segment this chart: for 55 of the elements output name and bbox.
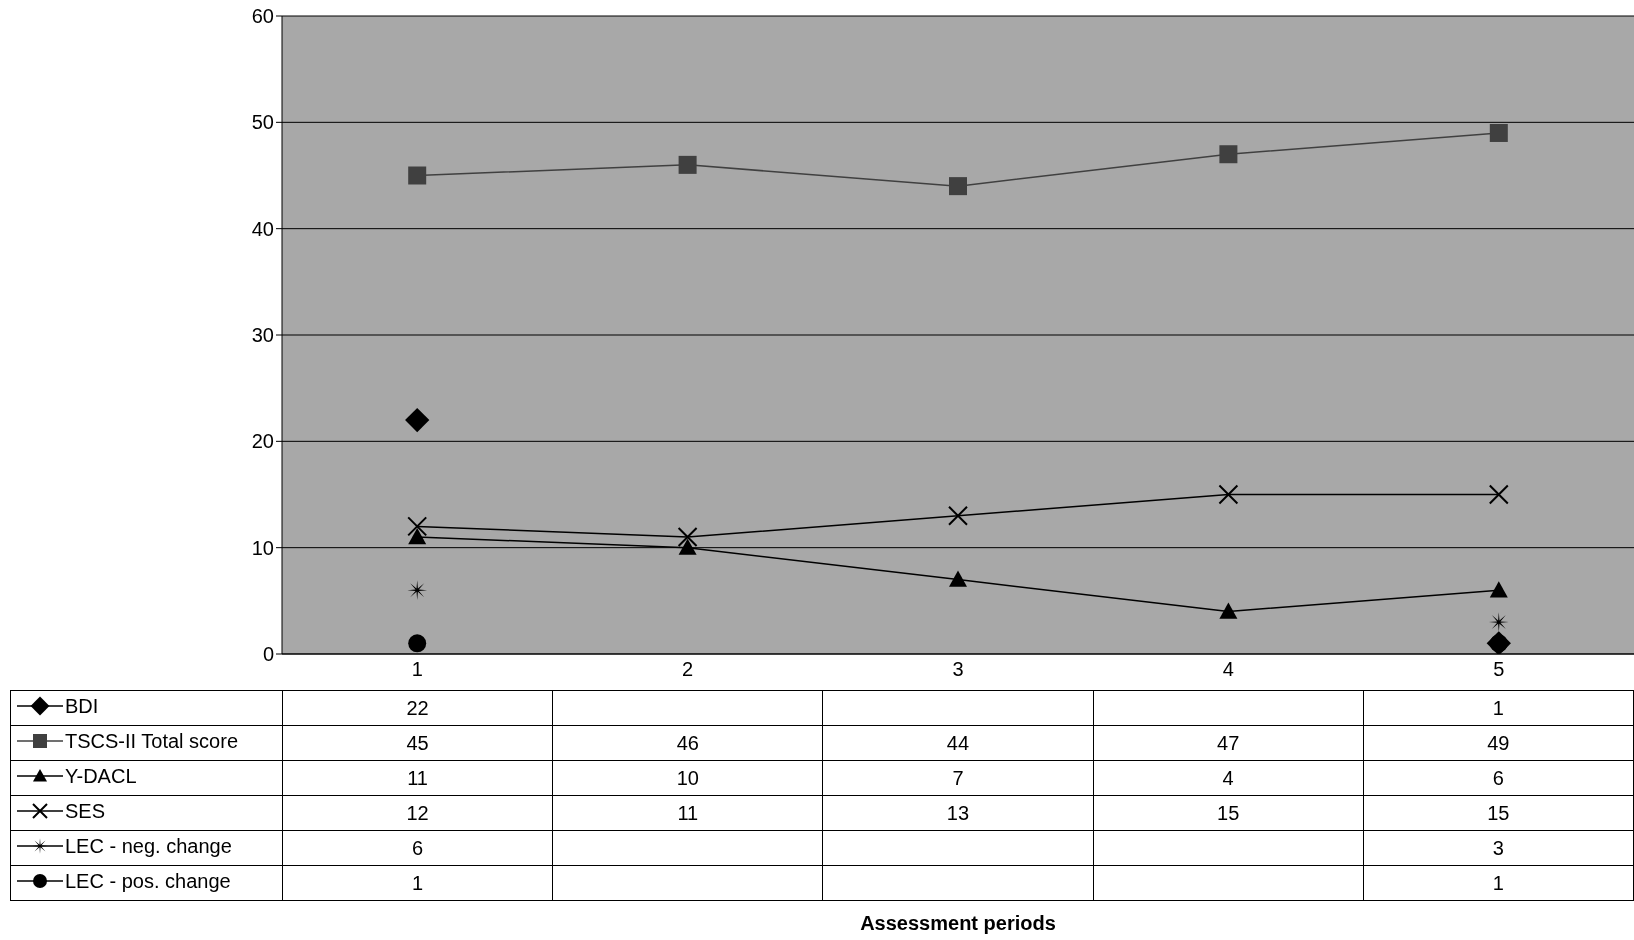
x-tick-label: 5: [1493, 658, 1505, 681]
data-label: 7: [822, 760, 1094, 796]
data-label: 11: [282, 760, 553, 796]
data-label: 12: [282, 795, 553, 831]
data-label: 3: [1363, 830, 1634, 866]
y-tick-label: 60: [251, 5, 274, 28]
y-tick-label: 20: [251, 430, 274, 453]
y-tick-label: 30: [251, 324, 274, 347]
legend-label: Y-DACL: [65, 764, 137, 788]
y-tick-label: 50: [251, 111, 274, 134]
y-tick-label: 0: [262, 643, 274, 666]
data-label: 45: [282, 725, 553, 761]
point: [949, 177, 967, 196]
point: [408, 528, 427, 545]
point: [1219, 145, 1238, 164]
point: [1489, 123, 1508, 142]
point: [1488, 484, 1509, 505]
data-label: 13: [822, 795, 1094, 831]
x-tick-label: 3: [952, 658, 964, 681]
point: [1219, 602, 1238, 619]
data-label: 1: [1363, 690, 1634, 726]
data-label: 6: [282, 830, 553, 866]
point: [408, 166, 427, 185]
point: [1489, 581, 1508, 598]
data-label: 4: [1093, 760, 1364, 796]
data-label: 47: [1093, 725, 1364, 761]
data-label: 6: [1363, 760, 1634, 796]
data-label: 15: [1363, 795, 1634, 831]
text: Assessment periods: [859, 912, 1057, 935]
legend-label: SES: [65, 799, 106, 823]
x-tick-label: 4: [1222, 658, 1234, 681]
data-label: 1: [282, 865, 553, 901]
legend-label: LEC - pos. change: [65, 869, 231, 893]
data-label: 46: [552, 725, 823, 761]
point: [948, 505, 968, 526]
data-label: 15: [1093, 795, 1364, 831]
data-label: 22: [282, 690, 553, 726]
legend-label: BDI: [65, 694, 99, 718]
data-label: 1: [1363, 865, 1634, 901]
y-tick-label: 10: [251, 536, 274, 559]
x-tick-label: 1: [411, 658, 423, 681]
data-label: 11: [552, 795, 823, 831]
data-label: 49: [1363, 725, 1634, 761]
x-tick-label: 2: [682, 658, 694, 681]
point: [678, 155, 697, 174]
legend-label: LEC - neg. change: [65, 834, 232, 858]
point: [407, 516, 428, 537]
data-label: 44: [822, 725, 1094, 761]
point: [677, 527, 698, 548]
point: [678, 538, 697, 555]
data-label: 10: [552, 760, 823, 796]
point: [1218, 484, 1239, 505]
point: [949, 570, 967, 587]
legend-label: TSCS-II Total score: [65, 729, 239, 753]
y-tick-label: 40: [251, 217, 274, 240]
